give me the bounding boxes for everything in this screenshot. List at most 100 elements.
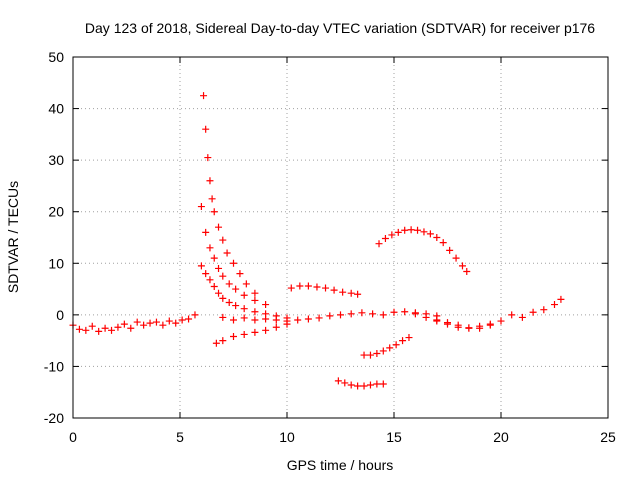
y-tick-label: 0: [56, 307, 64, 323]
y-tick-label: 40: [48, 101, 64, 117]
x-tick-label: 25: [600, 429, 616, 445]
data-point: [240, 291, 248, 299]
y-tick-label: -10: [44, 358, 64, 374]
data-point: [341, 379, 349, 387]
data-point: [433, 234, 441, 241]
data-point: [172, 319, 180, 327]
data-point: [508, 311, 516, 319]
data-point: [433, 317, 441, 325]
x-tick-label: 0: [69, 429, 77, 445]
data-point: [202, 125, 210, 133]
data-point: [262, 301, 270, 309]
data-point: [529, 308, 537, 316]
data-point: [360, 382, 368, 390]
data-point: [540, 306, 548, 314]
data-point: [386, 344, 394, 352]
data-point: [379, 347, 387, 355]
data-point: [454, 323, 462, 331]
data-point: [272, 323, 280, 331]
data-point: [219, 337, 227, 345]
data-series: [69, 92, 565, 390]
data-point: [215, 289, 223, 297]
data-point: [200, 92, 208, 100]
data-point: [557, 295, 565, 303]
data-point: [185, 315, 193, 323]
data-point: [392, 341, 400, 349]
data-point: [322, 284, 330, 292]
data-point: [262, 310, 270, 318]
data-point: [202, 228, 210, 236]
data-point: [390, 308, 398, 316]
data-point: [486, 320, 494, 328]
data-point: [140, 321, 148, 329]
data-point: [75, 325, 83, 333]
data-point: [210, 208, 218, 216]
data-point: [251, 296, 259, 304]
data-point: [401, 308, 409, 316]
data-point: [379, 380, 387, 388]
y-tick-label: 10: [48, 255, 64, 271]
grid: [73, 57, 608, 418]
data-point: [366, 351, 374, 359]
data-point: [197, 203, 205, 211]
data-point: [313, 283, 321, 291]
data-point: [82, 326, 90, 334]
series-baseline-mid: [219, 308, 441, 325]
data-point: [518, 313, 526, 321]
data-point: [304, 282, 312, 290]
data-point: [444, 320, 451, 328]
data-point: [230, 259, 237, 267]
data-point: [347, 381, 355, 389]
x-tick-label: 5: [176, 429, 184, 445]
data-point: [197, 262, 205, 270]
data-point: [388, 231, 396, 239]
data-point: [120, 320, 128, 328]
series-arc-short: [287, 282, 362, 298]
data-point: [452, 254, 460, 262]
data-point: [219, 294, 227, 302]
series-hump: [375, 226, 471, 276]
series-rise-negative-mid: [360, 334, 413, 359]
y-tick-label: 30: [48, 152, 64, 168]
data-point: [304, 315, 312, 323]
chart-title: Day 123 of 2018, Sidereal Day-to-day VTE…: [85, 20, 595, 36]
data-point: [240, 314, 248, 322]
data-point: [191, 311, 199, 319]
data-point: [146, 319, 154, 327]
data-point: [360, 351, 368, 359]
data-point: [202, 270, 210, 278]
data-point: [133, 318, 141, 326]
data-point: [230, 333, 237, 341]
data-point: [354, 382, 362, 390]
data-point: [439, 239, 447, 247]
data-point: [88, 322, 96, 330]
data-point: [210, 282, 218, 290]
data-point: [379, 311, 387, 319]
data-point: [381, 235, 389, 243]
data-point: [399, 337, 407, 345]
y-tick-label: -20: [44, 410, 64, 426]
y-tick-label: 50: [48, 49, 64, 65]
data-point: [296, 282, 304, 290]
data-point: [373, 350, 381, 358]
data-point: [210, 254, 218, 262]
data-point: [108, 326, 116, 334]
data-point: [262, 326, 270, 334]
data-point: [240, 330, 248, 338]
data-point: [287, 284, 295, 292]
data-point: [242, 280, 250, 288]
data-point: [215, 264, 223, 272]
x-axis-label: GPS time / hours: [287, 457, 394, 473]
data-point: [446, 246, 454, 254]
series-baseline-early: [69, 311, 199, 335]
data-point: [414, 226, 422, 234]
data-point: [206, 177, 214, 185]
series-baseline-late: [433, 295, 565, 332]
series-decay-upper: [200, 92, 259, 297]
data-point: [127, 324, 135, 332]
data-point: [369, 310, 377, 318]
data-point: [114, 323, 122, 331]
data-point: [206, 244, 214, 252]
data-point: [219, 272, 227, 280]
